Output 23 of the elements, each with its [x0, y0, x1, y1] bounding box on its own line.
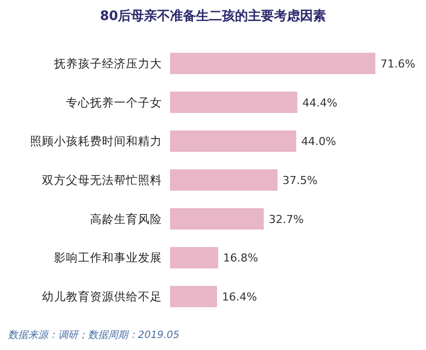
bar	[170, 52, 376, 74]
y-tick-label: 影响工作和事业发展	[54, 250, 162, 265]
y-tick-label: 高龄生育风险	[90, 212, 162, 226]
data-label: 44.0%	[301, 135, 336, 148]
chart-title: 80后母亲不准备生二孩的主要考虑因素	[100, 8, 326, 24]
y-tick-label: 幼儿教育资源供给不足	[42, 290, 162, 304]
bar	[170, 286, 218, 308]
y-tick-label: 双方父母无法帮忙照料	[42, 173, 162, 187]
data-label: 16.8%	[223, 252, 258, 265]
y-tick-label: 抚养孩子经济压力大	[53, 56, 162, 70]
data-label: 37.5%	[282, 174, 318, 187]
data-label: 16.4%	[222, 290, 257, 304]
data-label: 44.4%	[302, 96, 338, 110]
bar	[170, 247, 218, 268]
source-note: 数据来源：调研；数据周期：2019.05	[8, 329, 180, 341]
bar	[170, 92, 298, 113]
data-label: 71.6%	[380, 57, 416, 70]
bar	[170, 208, 264, 230]
bar	[170, 130, 296, 152]
y-tick-label: 照顾小孩耗费时间和精力	[30, 134, 162, 148]
data-label: 32.7%	[268, 212, 304, 226]
y-tick-label: 专心抚养一个子女	[66, 95, 162, 110]
bar	[170, 169, 278, 191]
